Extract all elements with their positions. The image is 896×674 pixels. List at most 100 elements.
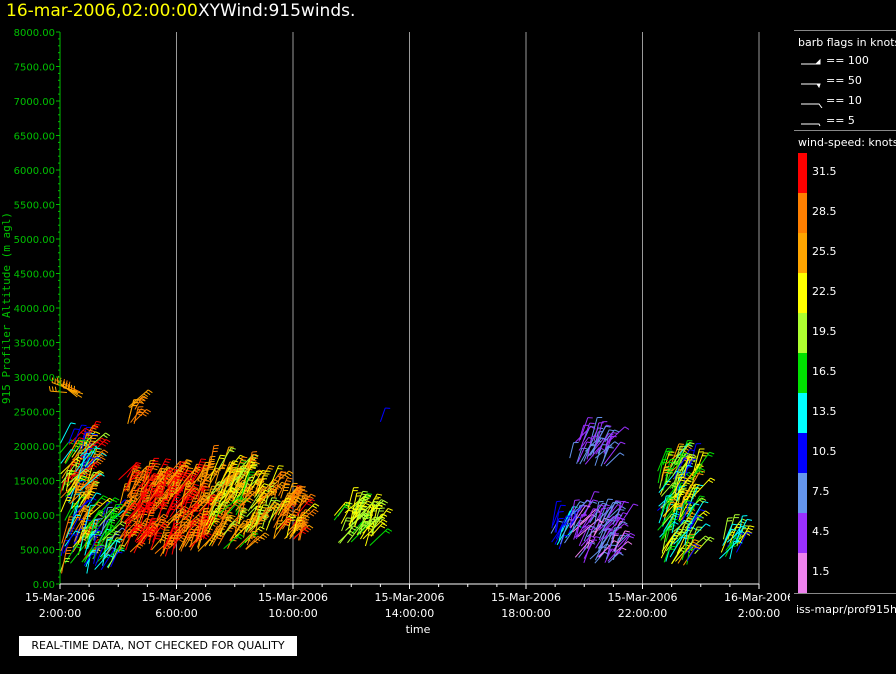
wind-barb — [62, 381, 83, 398]
barb-flag — [109, 497, 114, 502]
wind-barb — [673, 479, 692, 499]
barb-shaft — [145, 478, 156, 506]
barb-flag — [152, 474, 158, 477]
barb-flag — [601, 437, 607, 441]
barb-shaft — [579, 443, 592, 465]
barb-flag — [619, 509, 625, 511]
barb-shaft — [84, 505, 91, 529]
barb-shaft — [273, 509, 284, 528]
barb-flag — [705, 523, 711, 527]
barb-flag — [686, 479, 692, 482]
wind-barb — [296, 494, 308, 520]
barb-flag — [170, 508, 176, 511]
barb-shaft — [660, 497, 670, 515]
barb-shaft — [74, 518, 85, 542]
barb-flag — [136, 461, 142, 465]
barb-flag — [176, 472, 182, 475]
colorbar-segment — [798, 553, 807, 593]
wind-barb — [144, 466, 154, 482]
barb-flag — [233, 460, 239, 463]
wind-barb — [163, 527, 178, 549]
barb-flag — [264, 532, 270, 537]
barb-shaft — [158, 499, 164, 521]
barb-shaft — [189, 531, 208, 548]
barb-flag — [669, 497, 675, 500]
barb-shaft — [177, 474, 192, 494]
barb-shaft — [128, 501, 145, 521]
barb-shaft — [578, 528, 588, 547]
barb-shaft — [197, 462, 207, 482]
barb-shaft — [559, 519, 570, 545]
barb-shaft — [60, 449, 72, 464]
barb-flag — [669, 540, 675, 543]
barb-flag — [230, 514, 236, 518]
barb-flag — [96, 420, 102, 423]
wind-barb — [86, 456, 106, 473]
barb-flag — [123, 504, 129, 508]
barb-flag — [111, 547, 117, 550]
barb-shaft — [149, 485, 161, 501]
barb-flag — [98, 453, 104, 458]
barb-shaft — [724, 523, 733, 541]
wind-barb — [161, 470, 172, 497]
wind-barb — [63, 534, 78, 554]
barb-shaft — [683, 543, 695, 556]
barb-flag — [618, 552, 624, 556]
axes: 0.00 500.00 1000.00 1500.00 2000.00 2500.00 30… — [14, 28, 790, 620]
colorbar-label: 7.5 — [812, 485, 830, 498]
wind-barb — [676, 452, 687, 469]
barb-shaft — [178, 467, 196, 489]
barb-flag — [235, 487, 241, 491]
barb-shaft — [575, 525, 584, 540]
barb-flag — [620, 517, 626, 521]
barb-flag — [131, 474, 137, 477]
barb-shaft — [356, 500, 375, 519]
barb-flag — [79, 477, 85, 481]
barb-flag — [666, 448, 672, 450]
barb-shaft — [671, 541, 687, 565]
wind-barb — [150, 532, 163, 551]
barb-flag — [150, 520, 156, 523]
barb-flag — [216, 537, 222, 540]
barb-shaft — [214, 465, 222, 484]
barb-flag — [374, 500, 379, 505]
barb-flag — [151, 484, 157, 487]
barb-shaft — [364, 531, 370, 547]
barb-flag — [218, 494, 224, 497]
wind-barb — [339, 525, 359, 544]
wind-barb — [68, 428, 80, 444]
barb-flag — [198, 499, 204, 503]
barb-flag — [153, 465, 160, 468]
barb-flag — [81, 509, 87, 513]
barb-flag — [93, 535, 99, 539]
barb-flag — [387, 508, 393, 511]
barb-flag — [140, 485, 146, 489]
wind-barb — [73, 424, 87, 444]
wind-barb — [738, 525, 755, 544]
barb-flag — [141, 413, 147, 417]
barb-flag — [590, 526, 596, 528]
barb-shaft — [84, 435, 93, 457]
barb-shaft — [103, 537, 108, 552]
barb-shaft — [98, 519, 110, 537]
wind-barb — [661, 531, 681, 552]
colorbar-label: 28.5 — [812, 205, 837, 218]
barb-flag — [95, 450, 101, 453]
barb-flag — [156, 494, 162, 497]
barb-flag — [228, 517, 234, 520]
barb-flag — [147, 505, 153, 509]
wind-barb — [351, 500, 372, 522]
wind-barb — [273, 520, 283, 539]
wind-barb — [137, 492, 149, 508]
barb-flag — [94, 480, 100, 484]
barb-flag — [141, 483, 147, 486]
barb-flag — [241, 473, 247, 477]
barb-flag — [214, 517, 220, 520]
barb-shaft — [102, 502, 108, 517]
wind-barb — [341, 517, 352, 532]
barb-flag — [160, 467, 166, 470]
barb-shaft — [278, 517, 288, 530]
barb-flag — [203, 482, 209, 485]
barb-shaft — [190, 485, 206, 500]
wind-barb — [82, 448, 94, 466]
